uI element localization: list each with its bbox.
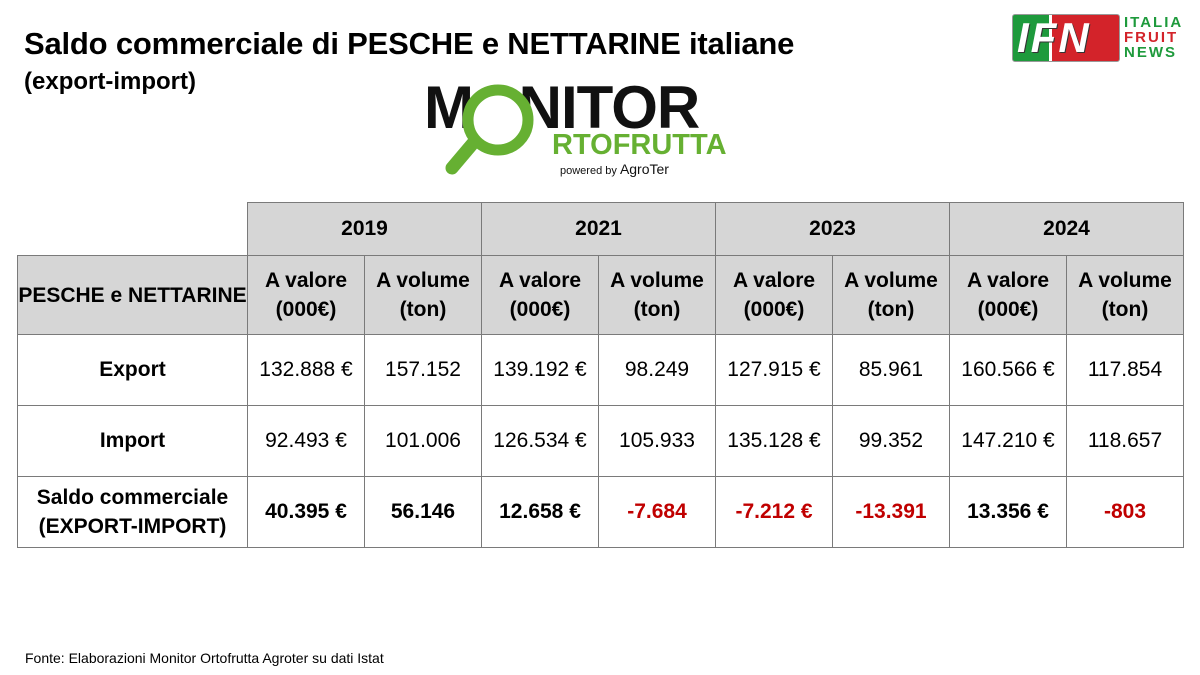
- table-row-export: Export 132.888 € 157.152 139.192 € 98.24…: [17, 334, 1184, 406]
- table-cell: -7.212 €: [715, 476, 833, 548]
- column-header-row: PESCHE e NETTARINE A valore (000€) A vol…: [17, 255, 1184, 335]
- table-cell: 56.146: [364, 476, 482, 548]
- table-cell: 118.657: [1066, 405, 1184, 477]
- table-cell: 105.933: [598, 405, 716, 477]
- ifn-logo-letters: IFN: [1017, 14, 1091, 61]
- col-header-valore: A valore (000€): [481, 255, 599, 335]
- table-cell: 40.395 €: [247, 476, 365, 548]
- table-cell: 92.493 €: [247, 405, 365, 477]
- col-header-volume: A volume (ton): [832, 255, 950, 335]
- ifn-word-news: NEWS: [1124, 44, 1177, 61]
- ifn-word-italia: ITALIA: [1124, 14, 1184, 31]
- table-row-saldo: Saldo commerciale (EXPORT-IMPORT) 40.395…: [17, 476, 1184, 548]
- monitor-logo-subword: RTOFRUTTA: [552, 129, 727, 161]
- table-cell: 99.352: [832, 405, 950, 477]
- year-header-2024: 2024: [949, 202, 1184, 256]
- table-cell: -803: [1066, 476, 1184, 548]
- table-cell: 85.961: [832, 334, 950, 406]
- powered-by-brand: AgroTer: [619, 161, 669, 177]
- row-label-import: Import: [17, 405, 248, 477]
- table-cell: 135.128 €: [715, 405, 833, 477]
- table-cell: 147.210 €: [949, 405, 1067, 477]
- table-cell: -13.391: [832, 476, 950, 548]
- page-title: Saldo commerciale di PESCHE e NETTARINE …: [24, 26, 795, 61]
- table-cell: 12.658 €: [481, 476, 599, 548]
- table-cell: 101.006: [364, 405, 482, 477]
- col-header-valore: A valore (000€): [715, 255, 833, 335]
- table-cell: 157.152: [364, 334, 482, 406]
- table-cell: 127.915 €: [715, 334, 833, 406]
- col-header-valore: A valore (000€): [247, 255, 365, 335]
- table-cell: 117.854: [1066, 334, 1184, 406]
- magnifier-icon: [445, 84, 534, 175]
- table-cell: -7.684: [598, 476, 716, 548]
- year-header-2021: 2021: [481, 202, 716, 256]
- col-header-volume: A volume (ton): [1066, 255, 1184, 335]
- powered-by: powered by AgroTer: [560, 161, 669, 177]
- table-cell: 98.249: [598, 334, 716, 406]
- table-cell: 139.192 €: [481, 334, 599, 406]
- ifn-logo-words: ITALIA FRUIT NEWS: [1124, 15, 1183, 60]
- ifn-logo-box: IFN: [1012, 14, 1120, 62]
- powered-by-label: powered by: [560, 165, 617, 177]
- table-row-import: Import 92.493 € 101.006 126.534 € 105.93…: [17, 405, 1184, 477]
- monitor-ortofrutta-logo: MONITOR RTOFRUTTA powered by AgroTer: [420, 78, 765, 178]
- col-header-volume: A volume (ton): [364, 255, 482, 335]
- row-label-saldo: Saldo commerciale (EXPORT-IMPORT): [17, 476, 248, 548]
- year-header-2019: 2019: [247, 202, 482, 256]
- trade-balance-table: 2019 2021 2023 2024 PESCHE e NETTARINE A…: [17, 202, 1184, 548]
- col-header-valore: A valore (000€): [949, 255, 1067, 335]
- blank-corner-cell: [17, 202, 248, 256]
- table-cell: 160.566 €: [949, 334, 1067, 406]
- source-note: Fonte: Elaborazioni Monitor Ortofrutta A…: [25, 650, 384, 666]
- row-label-export: Export: [17, 334, 248, 406]
- table-cell: 132.888 €: [247, 334, 365, 406]
- table-cell: 126.534 €: [481, 405, 599, 477]
- ifn-word-fruit: FRUIT: [1124, 29, 1179, 46]
- row-header-label: PESCHE e NETTARINE: [17, 255, 248, 335]
- table-cell: 13.356 €: [949, 476, 1067, 548]
- col-header-volume: A volume (ton): [598, 255, 716, 335]
- page-subtitle: (export-import): [24, 68, 196, 95]
- ifn-logo: IFN ITALIA FRUIT NEWS: [1012, 14, 1190, 62]
- year-header-row: 2019 2021 2023 2024: [17, 202, 1184, 256]
- year-header-2023: 2023: [715, 202, 950, 256]
